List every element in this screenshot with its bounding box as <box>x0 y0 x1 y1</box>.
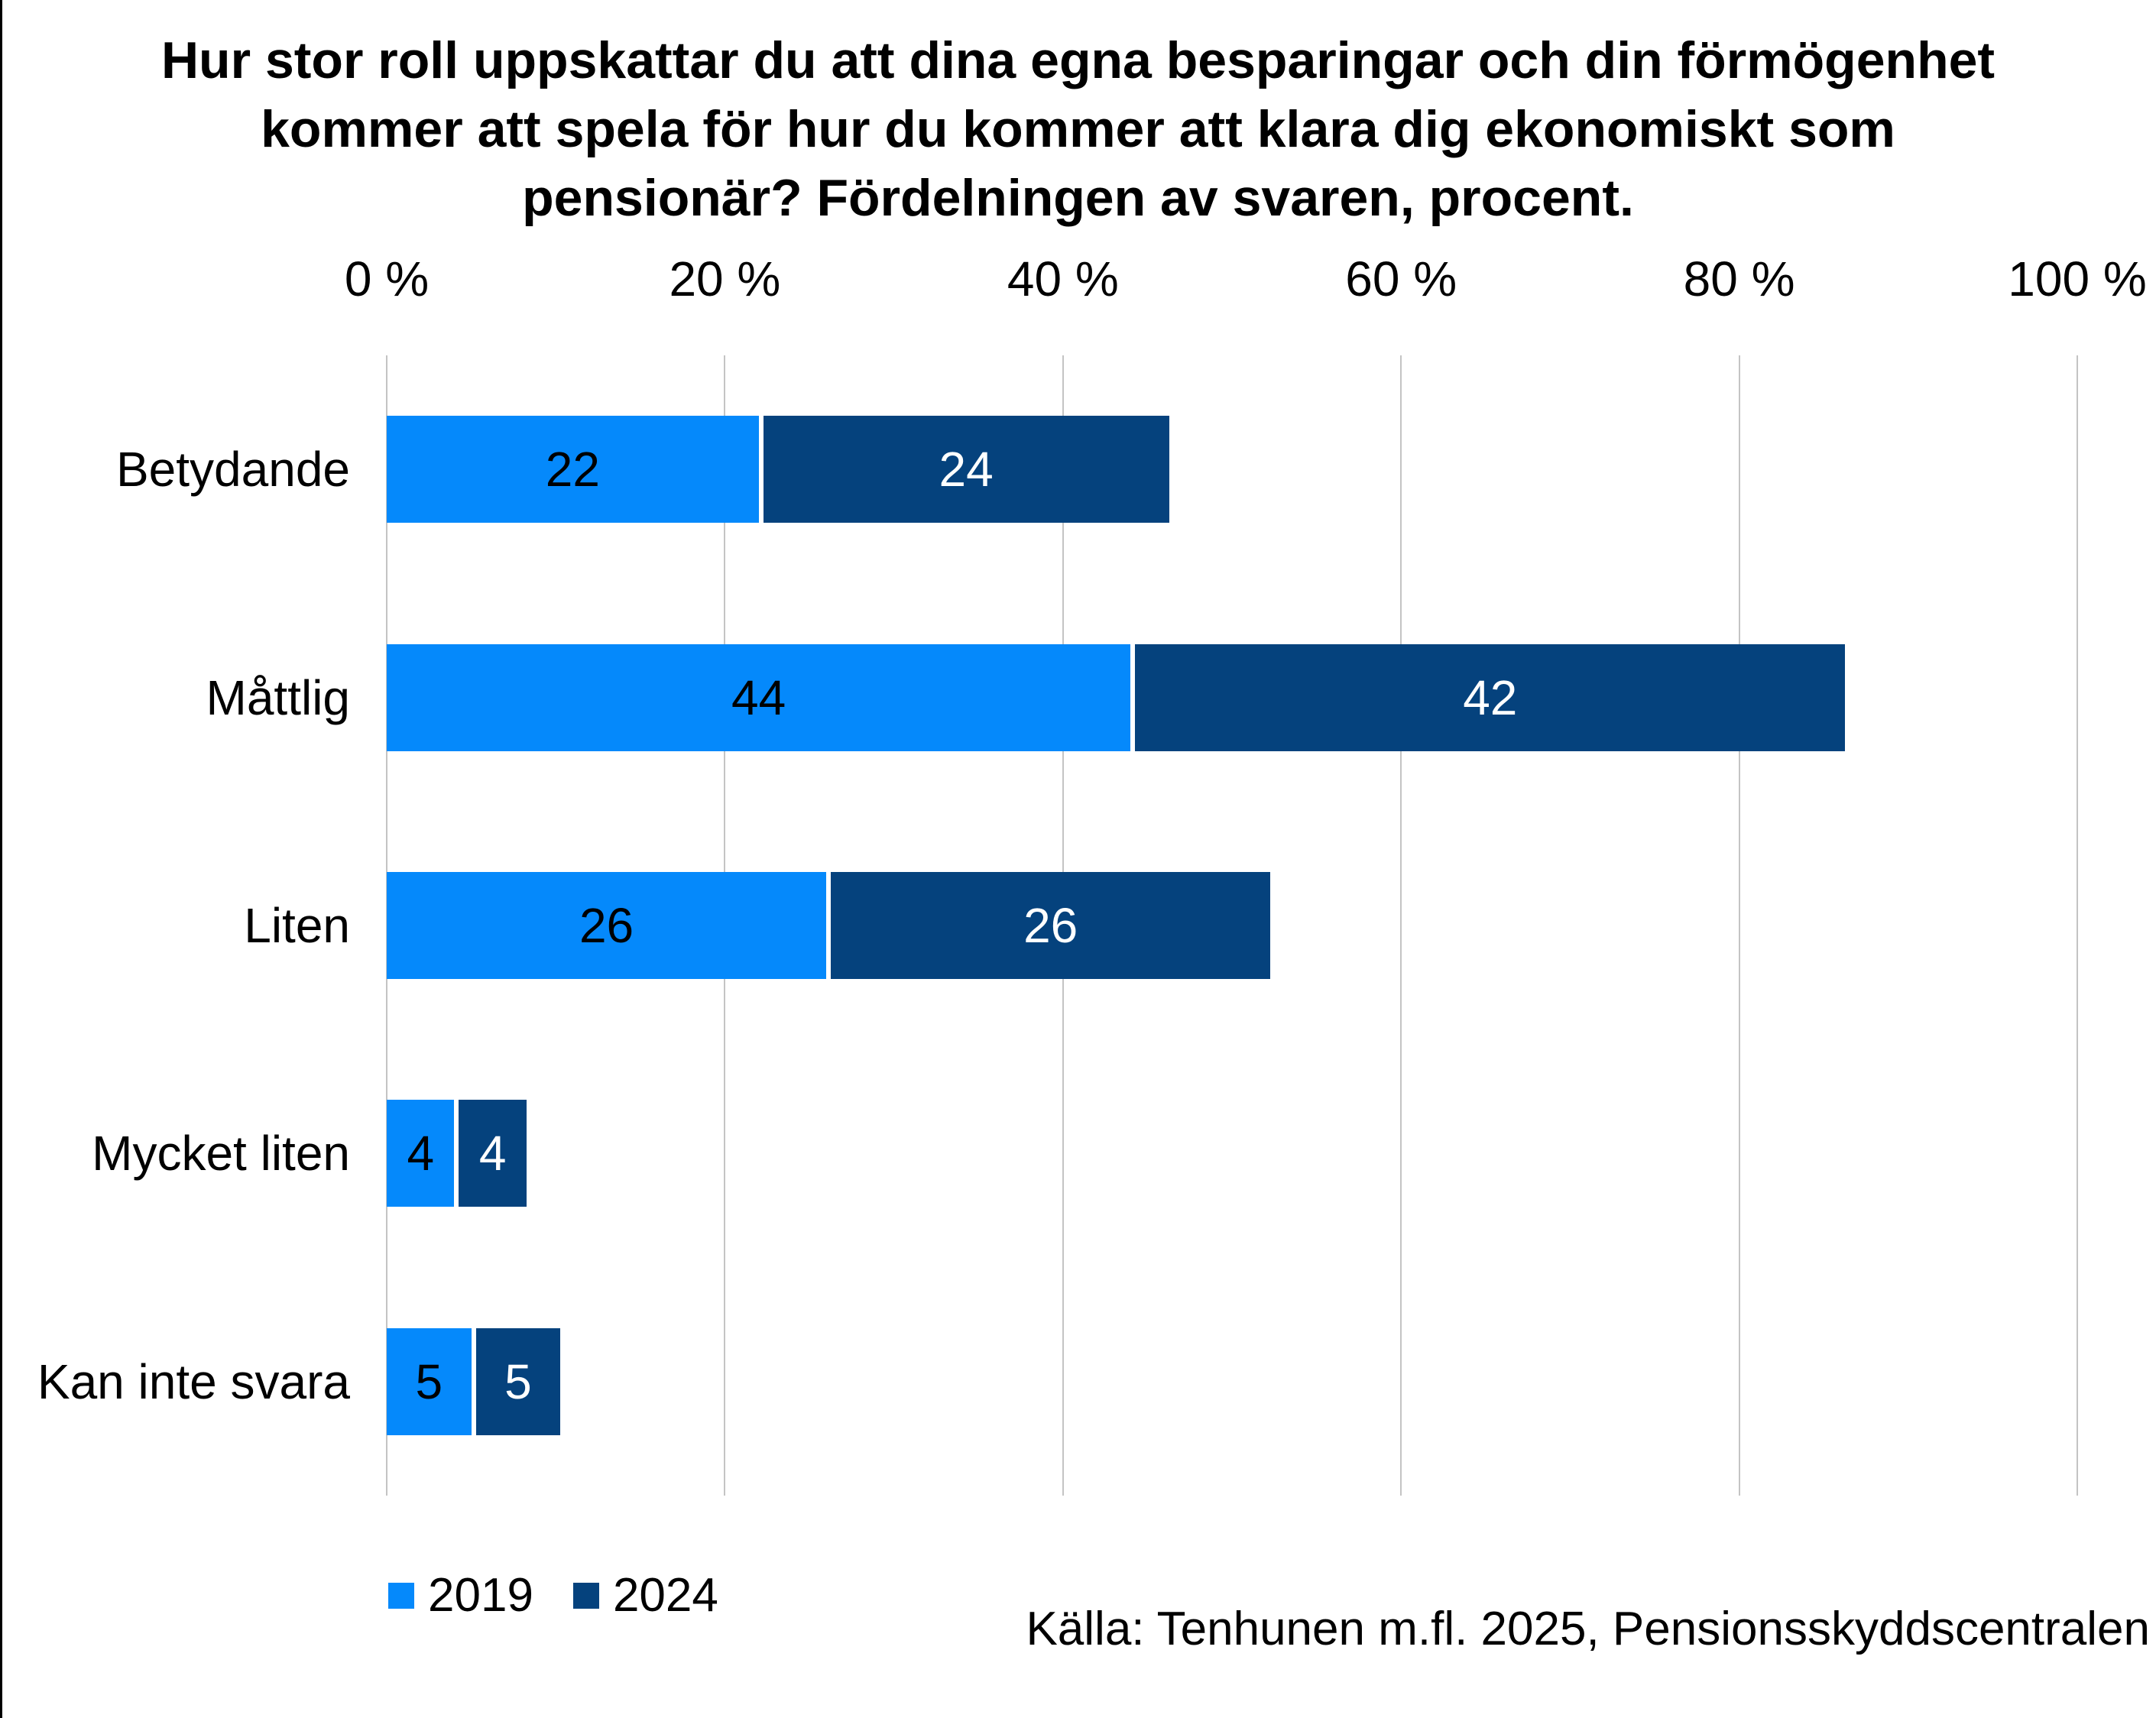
bar-value-label: 22 <box>545 442 600 498</box>
left-edge-line <box>0 0 2 1718</box>
bar-segment-2024: 24 <box>763 416 1169 524</box>
gridline <box>2077 355 2078 1496</box>
bar-value-label: 26 <box>579 898 634 953</box>
bar-value-label: 24 <box>939 442 994 498</box>
bar-segment-2024: 42 <box>1135 643 1846 751</box>
bar-value-label: 5 <box>504 1353 532 1409</box>
x-axis-tick-label: 40 % <box>1007 251 1119 306</box>
legend-item-2024: 2024 <box>572 1568 718 1622</box>
category-label: Mycket liten <box>92 1126 350 1182</box>
category-label: Kan inte svara <box>37 1353 350 1409</box>
legend: 2019 2024 <box>388 1568 718 1622</box>
bar-segment-2019: 4 <box>387 1100 455 1207</box>
bar-segment-2019: 26 <box>387 872 827 979</box>
chart-title: Hur stor roll uppskattar du att dina egn… <box>160 31 1996 227</box>
bar-segment-2024: 26 <box>831 872 1271 979</box>
gridline <box>1738 355 1740 1496</box>
legend-item-2019: 2019 <box>388 1568 533 1622</box>
bar-segment-2024: 5 <box>475 1327 561 1435</box>
legend-label-2019: 2019 <box>428 1569 533 1622</box>
x-axis-tick-label: 100 % <box>2008 251 2147 306</box>
category-label: Betydande <box>115 442 350 498</box>
x-axis-tick-label: 0 % <box>344 251 430 306</box>
bar-value-label: 26 <box>1023 898 1078 953</box>
bar-segment-2019: 22 <box>387 416 759 524</box>
x-axis-tick-label: 60 % <box>1345 251 1457 306</box>
legend-label-2024: 2024 <box>612 1569 718 1622</box>
bar-segment-2024: 4 <box>459 1100 527 1207</box>
gridline <box>1400 355 1402 1496</box>
bar-value-label: 42 <box>1463 669 1518 725</box>
bar-segment-2019: 5 <box>387 1327 472 1435</box>
legend-swatch-2024 <box>572 1582 599 1609</box>
x-axis-tick-label: 20 % <box>669 251 781 306</box>
legend-swatch-2019 <box>388 1582 414 1609</box>
category-label: Liten <box>244 898 350 953</box>
bar-value-label: 4 <box>478 1126 507 1182</box>
bar-value-label: 4 <box>407 1126 435 1182</box>
source-note: Källa: Tenhunen m.fl. 2025, Pensionsskyd… <box>1026 1603 2150 1655</box>
category-label: Måttlig <box>206 669 351 725</box>
bar-value-label: 44 <box>731 669 786 725</box>
bar-segment-2019: 44 <box>387 643 1131 751</box>
x-axis-tick-label: 80 % <box>1683 251 1795 306</box>
bar-value-label: 5 <box>415 1353 443 1409</box>
